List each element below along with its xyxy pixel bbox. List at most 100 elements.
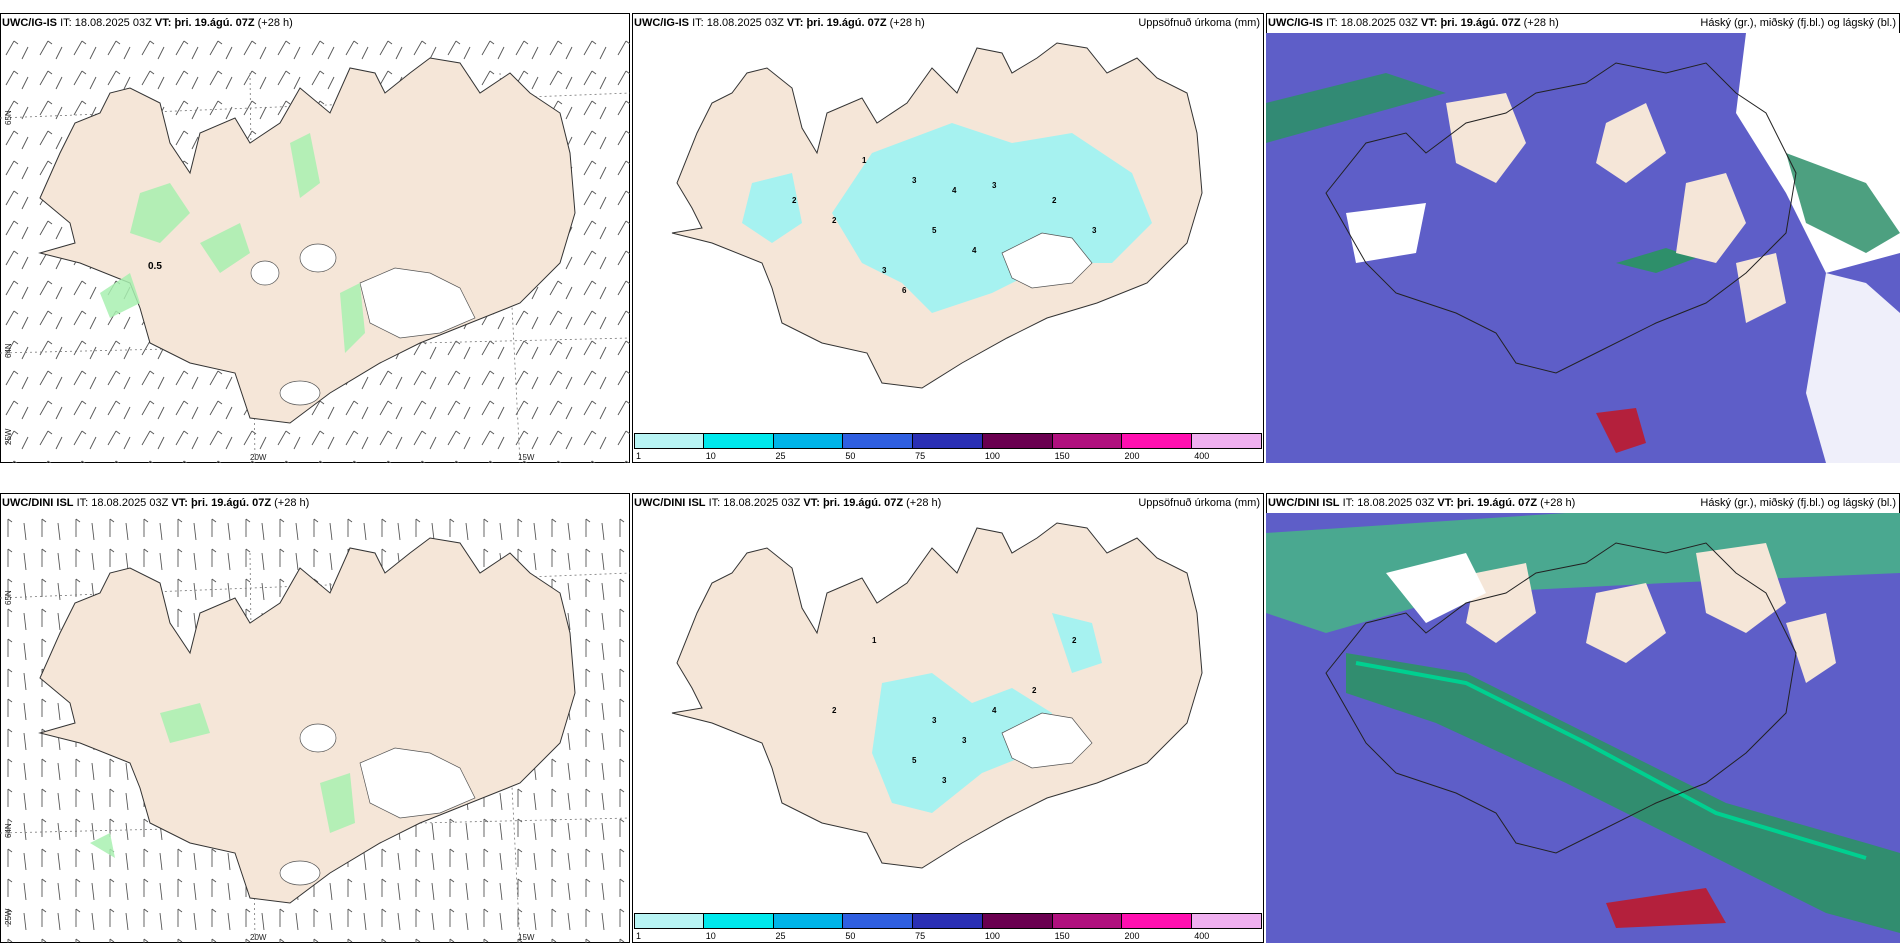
valid-time: þri. 19.ágú. 07Z [1440, 17, 1521, 29]
init-time: 18.08.2025 03Z [723, 497, 801, 509]
colorbar-swatch [843, 913, 914, 929]
colorbar-swatch [773, 433, 844, 449]
init-time: 18.08.2025 03Z [91, 497, 169, 509]
colorbar-label: 200 [1124, 451, 1140, 461]
panel-header: UWC/DINI ISL IT: 18.08.2025 03Z VT: þri.… [634, 495, 1262, 511]
svg-text:4: 4 [972, 246, 977, 255]
iceland-coastline [1325, 542, 1797, 854]
svg-text:2: 2 [1052, 196, 1057, 205]
svg-text:4: 4 [952, 186, 957, 195]
valid-time: þri. 19.ágú. 07Z [822, 497, 904, 509]
lon-label-15w-text: 15W [518, 453, 535, 462]
valid-time: þri. 19.ágú. 07Z [806, 17, 887, 29]
colorbar-label: 75 [915, 931, 926, 941]
colorbar-swatch [913, 913, 983, 929]
wind-map [0, 513, 630, 943]
lon-label-20w-text: 20W [250, 933, 267, 942]
vt-label: VT: [171, 497, 188, 509]
panel-variable-title: Háský (gr.), miðský (fj.bl.) og lágský (… [1700, 17, 1896, 29]
colorbar-swatch [913, 433, 983, 449]
svg-text:6: 6 [902, 286, 907, 295]
vt-label: VT: [154, 17, 172, 29]
colorbar-swatch [703, 913, 774, 929]
colorbar-label: 150 [1054, 931, 1070, 941]
model-name: UWC/IG-IS [2, 17, 57, 29]
panel-header: UWC/IG-IS IT: 18.08.2025 03Z VT: þri. 19… [1268, 15, 1898, 31]
svg-text:3: 3 [992, 181, 997, 190]
lead-time: (+28 h) [274, 497, 310, 509]
svg-text:4: 4 [992, 706, 997, 715]
panel-variable-title: Uppsöfnuð úrkoma (mm) [1138, 17, 1260, 29]
vt-label: VT: [1437, 497, 1454, 509]
panel-header: UWC/DINI ISL IT: 18.08.2025 03Z VT: þri.… [2, 495, 628, 511]
svg-text:2: 2 [1032, 686, 1037, 695]
valid-time: þri. 19.ágú. 07Z [190, 497, 272, 509]
colorbar-label: 75 [915, 451, 926, 461]
colorbar-label: 400 [1194, 931, 1210, 941]
svg-text:5: 5 [932, 226, 937, 235]
colorbar-swatch [843, 433, 914, 449]
colorbar-label: 1 [636, 451, 642, 461]
vt-label: VT: [786, 17, 804, 29]
lead-time: (+28 h) [889, 17, 925, 29]
it-label: IT: [60, 17, 72, 29]
panel-header: UWC/IG-IS IT: 18.08.2025 03Z VT: þri. 19… [2, 15, 628, 31]
svg-text:1: 1 [862, 156, 867, 165]
colorbar-swatch [982, 913, 1053, 929]
init-time: 18.08.2025 03Z [74, 17, 152, 29]
precip-station-values: 3 4 3 5 4 3 6 2 2 3 1 2 [792, 156, 1097, 295]
model-name: UWC/DINI ISL [1268, 497, 1340, 509]
colorbar-swatch [982, 433, 1053, 449]
it-label: IT: [708, 497, 721, 509]
lon-label-25w: 25W [4, 428, 13, 445]
model-name: UWC/DINI ISL [2, 497, 74, 509]
cloud-map [1266, 33, 1900, 463]
panel-frame [632, 13, 1264, 463]
colorbar-swatch [1122, 913, 1193, 929]
colorbar-swatch [773, 913, 844, 929]
lat-label-64n: 64N [4, 343, 13, 358]
panel-cloud-iceland-igis: UWC/IG-IS IT: 18.08.2025 03Z VT: þri. 19… [1266, 13, 1900, 463]
colorbar-swatch [634, 913, 704, 929]
init-time: 18.08.2025 03Z [1357, 497, 1435, 509]
it-label: IT: [1342, 497, 1355, 509]
colorbar-label: 1 [636, 931, 642, 941]
svg-text:1: 1 [872, 636, 877, 645]
cloud-map [1266, 513, 1900, 943]
svg-text:3: 3 [882, 266, 887, 275]
it-label: IT: [76, 497, 89, 509]
svg-text:2: 2 [832, 216, 837, 225]
lat-label-65n: 65N [4, 590, 13, 605]
colorbar-label: 50 [845, 931, 856, 941]
colorbar-swatch [703, 433, 774, 449]
colorbar-label: 50 [845, 451, 856, 461]
svg-text:2: 2 [792, 196, 797, 205]
wind-map: 0.5 20W 15W [0, 33, 630, 463]
svg-text:3: 3 [942, 776, 947, 785]
iceland-coastline [1325, 62, 1797, 374]
colorbar-label: 10 [705, 931, 716, 941]
svg-text:3: 3 [932, 716, 937, 725]
vt-label: VT: [803, 497, 820, 509]
colorbar-swatch [634, 433, 704, 449]
svg-text:2: 2 [832, 706, 837, 715]
lat-label-64n: 64N [4, 823, 13, 838]
panel-wind-iceland-dini: UWC/DINI ISL IT: 18.08.2025 03Z VT: þri.… [0, 493, 630, 943]
lead-time: (+28 h) [1523, 17, 1559, 29]
lead-time: (+28 h) [1540, 497, 1576, 509]
colorbar-label: 150 [1054, 451, 1070, 461]
precip-colorbar: 1 10 25 50 75 100 150 200 400 [634, 433, 1262, 463]
precip-colorbar: 1 10 25 50 75 100 150 200 400 [634, 913, 1262, 943]
panel-precip-iceland-igis: UWC/IG-IS IT: 18.08.2025 03Z VT: þri. 19… [632, 13, 1264, 463]
valid-time: þri. 19.ágú. 07Z [174, 17, 255, 29]
colorbar-label: 400 [1194, 451, 1210, 461]
colorbar-label: 200 [1124, 931, 1140, 941]
panel-wind-iceland-igis: UWC/IG-IS IT: 18.08.2025 03Z VT: þri. 19… [0, 13, 630, 463]
panel-cloud-iceland-dini: UWC/DINI ISL IT: 18.08.2025 03Z VT: þri.… [1266, 493, 1900, 943]
vt-label: VT: [1420, 17, 1438, 29]
panel-frame [632, 493, 1264, 943]
model-name: UWC/IG-IS [634, 17, 689, 29]
panel-precip-iceland-dini: UWC/DINI ISL IT: 18.08.2025 03Z VT: þri.… [632, 493, 1264, 943]
precip-station-values: 3 3 4 5 3 2 1 2 2 [832, 636, 1077, 785]
lon-label-15w-text: 15W [518, 933, 535, 942]
